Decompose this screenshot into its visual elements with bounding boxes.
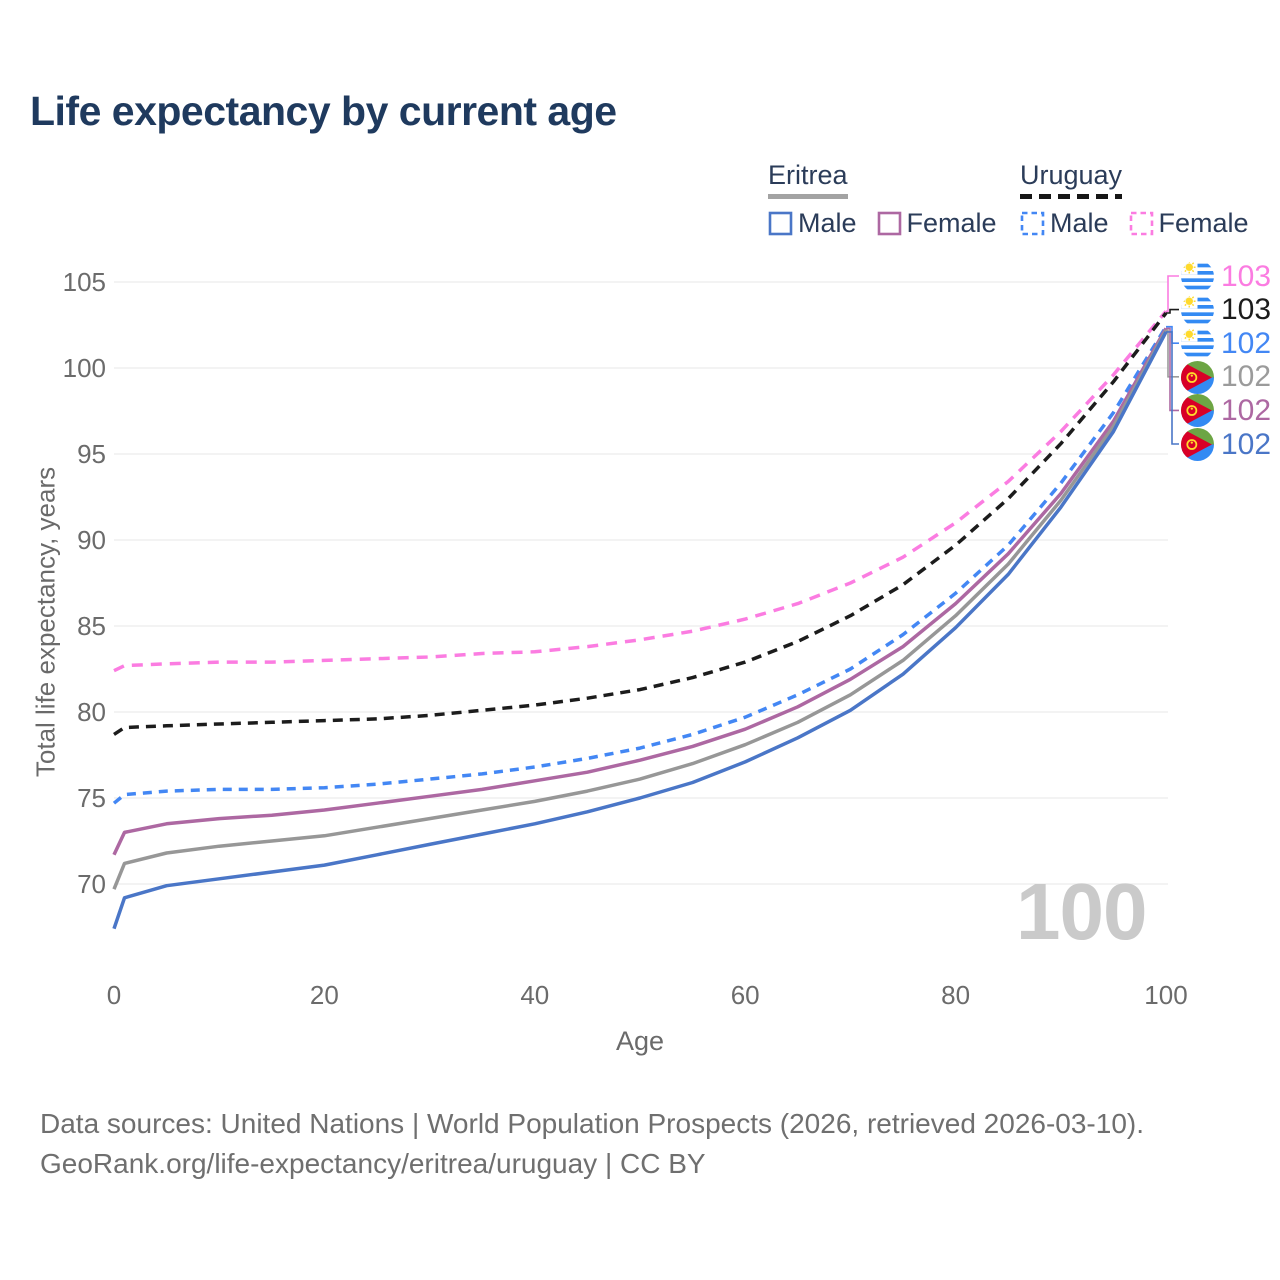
series-line-uruguay_total	[113, 311, 1168, 736]
x-tick-label: 60	[730, 980, 760, 1010]
series-line-eritrea_male	[112, 331, 1168, 930]
x-tick-label: 80	[941, 980, 971, 1010]
end-label-connector-uruguay_total	[1166, 308, 1179, 314]
legend-group-uruguay: Uruguay Male Female	[1020, 160, 1269, 239]
end-value-label: 103	[1221, 293, 1272, 327]
legend-swatch-icon[interactable]	[877, 211, 902, 236]
y-axis-title: Total life expectancy, years	[30, 466, 61, 778]
x-tick-label: 0	[106, 980, 122, 1010]
end-value-label: 102	[1221, 360, 1272, 394]
uruguay-flag-icon	[1181, 260, 1214, 293]
legend-swatch-icon[interactable]	[768, 211, 793, 236]
eritrea-flag-icon	[1181, 428, 1214, 461]
y-tick-label: 85	[77, 611, 106, 641]
watermark-100: 100	[1016, 867, 1147, 956]
footer-attribution: GeoRank.org/life-expectancy/eritrea/urug…	[40, 1148, 706, 1179]
legend-item-uruguay-female[interactable]: Female	[1129, 208, 1249, 239]
legend-item-label: Female	[1158, 208, 1249, 238]
end-label-connector-uruguay_female	[1166, 275, 1179, 312]
end-label-row-eritrea_female: 102	[1181, 394, 1271, 428]
series-line-eritrea_female	[112, 327, 1168, 856]
end-value-label: 102	[1221, 427, 1272, 461]
legend-underline-dashed	[1020, 194, 1123, 199]
x-axis-title: Age	[615, 1026, 665, 1056]
legend-group-label: Eritrea	[768, 160, 848, 199]
legend-item-label: Female	[906, 208, 997, 238]
legend-item-eritrea-female[interactable]: Female	[877, 208, 997, 239]
x-tick-label: 100	[1144, 980, 1188, 1010]
end-label-row-uruguay_female: 103	[1181, 260, 1271, 294]
uruguay-flag-icon	[1181, 327, 1214, 361]
y-tick-label: 75	[77, 783, 106, 813]
legend-item-uruguay-male[interactable]: Male	[1020, 208, 1109, 239]
series-line-eritrea_total	[112, 329, 1168, 890]
end-label-row-eritrea_male: 102	[1181, 428, 1271, 462]
footer-sources: Data sources: United Nations | World Pop…	[40, 1108, 1145, 1139]
end-label-row-eritrea_total: 102	[1181, 360, 1271, 394]
x-tick-label: 40	[520, 980, 550, 1010]
eritrea-flag-icon	[1181, 394, 1214, 428]
legend-item-eritrea-male[interactable]: Male	[768, 208, 857, 239]
end-value-label: 102	[1221, 393, 1272, 427]
legend-group-eritrea: Eritrea Male Female	[768, 160, 1017, 239]
page-title: Life expectancy by current age	[30, 88, 617, 134]
end-label-connector-eritrea_total	[1166, 329, 1179, 378]
end-value-label: 103	[1221, 259, 1272, 293]
y-tick-label: 90	[77, 525, 106, 555]
end-value-label: 102	[1221, 326, 1272, 360]
eritrea-flag-icon	[1181, 360, 1214, 394]
y-tick-label: 80	[77, 697, 106, 727]
legend-group-label: Uruguay	[1020, 160, 1123, 199]
uruguay-flag-icon	[1181, 293, 1214, 327]
y-tick-label: 105	[62, 267, 106, 297]
legend-swatch-icon[interactable]	[1020, 211, 1045, 236]
y-tick-label: 70	[77, 869, 106, 899]
y-tick-label: 100	[62, 353, 106, 383]
end-label-connector-eritrea_male	[1166, 331, 1179, 445]
end-label-row-uruguay_total: 103	[1181, 293, 1271, 327]
legend-item-label: Male	[1050, 208, 1109, 238]
series-line-uruguay_male	[112, 325, 1168, 805]
legend-swatch-icon[interactable]	[1129, 211, 1154, 236]
y-tick-label: 95	[77, 439, 106, 469]
legend-item-label: Male	[798, 208, 857, 238]
series-line-uruguay_female	[113, 310, 1168, 673]
legend-underline-solid	[768, 194, 848, 199]
end-label-row-uruguay_male: 102	[1181, 327, 1271, 361]
end-label-connector-eritrea_female	[1166, 327, 1179, 412]
x-tick-label: 20	[309, 980, 339, 1010]
